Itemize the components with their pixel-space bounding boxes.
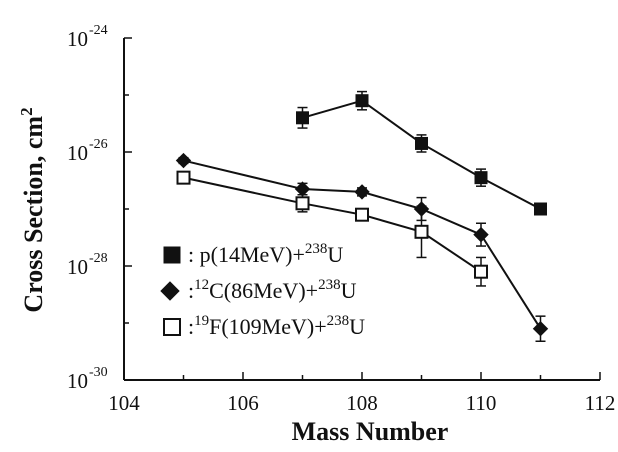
x-axis-title: Mass Number bbox=[292, 417, 449, 446]
y-tick-exponent: -26 bbox=[89, 137, 108, 152]
series-line bbox=[183, 159, 542, 330]
legend-marker bbox=[163, 318, 181, 336]
data-point-square bbox=[415, 136, 428, 150]
data-point-square bbox=[296, 111, 309, 125]
y-tick-label: 10 bbox=[67, 27, 88, 51]
legend-item-1: : p(14MeV)+238U bbox=[163, 241, 343, 267]
legend-label: :12C(86MeV)+238U bbox=[188, 277, 357, 303]
x-tick-label: 112 bbox=[585, 391, 616, 415]
legend-item-2: :12C(86MeV)+238U bbox=[160, 277, 357, 303]
legend-item-3: :19F(109MeV)+238U bbox=[163, 313, 365, 339]
legend-marker bbox=[163, 246, 181, 264]
data-point-open-square bbox=[295, 196, 310, 211]
data-point-diamond bbox=[532, 320, 549, 337]
x-tick-label: 110 bbox=[466, 391, 497, 415]
y-tick-label: 10 bbox=[67, 255, 88, 279]
legend: : p(14MeV)+238U :12C(86MeV)+238U :19F(109M… bbox=[160, 241, 365, 339]
data-point-open-square bbox=[474, 264, 488, 279]
x-tick-label: 106 bbox=[227, 391, 259, 415]
x-tick-label: 104 bbox=[108, 391, 140, 415]
data-point-diamond bbox=[175, 152, 192, 169]
data-point-square bbox=[355, 94, 369, 108]
legend-label: : p(14MeV)+238U bbox=[188, 241, 343, 267]
y-tick-exponent: -30 bbox=[89, 365, 108, 380]
legend-label: :19F(109MeV)+238U bbox=[188, 313, 365, 339]
series-1 bbox=[296, 90, 547, 216]
x-tick-label: 108 bbox=[346, 391, 378, 415]
data-point-open-square bbox=[414, 224, 429, 239]
series-2 bbox=[175, 152, 549, 342]
legend-marker bbox=[160, 281, 180, 301]
data-point-open-square bbox=[176, 170, 191, 185]
y-axis-title: Cross Section, cm2 bbox=[17, 107, 48, 312]
data-point-diamond bbox=[354, 184, 370, 200]
data-point-square bbox=[474, 171, 488, 185]
y-tick-exponent: -28 bbox=[89, 251, 108, 266]
series-3 bbox=[176, 170, 488, 287]
data-point-diamond bbox=[294, 181, 311, 197]
axis-labels: Mass Number Cross Section, cm2 bbox=[17, 107, 448, 446]
data-point-square bbox=[534, 202, 547, 216]
series-line bbox=[302, 99, 541, 210]
y-tick-label: 10 bbox=[67, 141, 88, 165]
y-tick-label: 10 bbox=[67, 369, 88, 393]
series-layer bbox=[175, 90, 549, 342]
y-tick-exponent: -24 bbox=[89, 23, 108, 38]
data-point-diamond bbox=[473, 226, 489, 243]
data-point-open-square bbox=[355, 207, 369, 222]
